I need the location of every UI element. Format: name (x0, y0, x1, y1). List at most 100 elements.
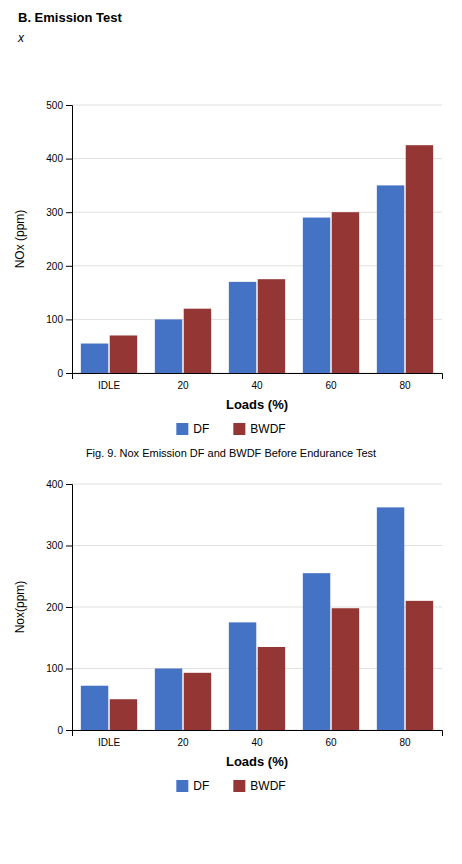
y-tick-mark (66, 484, 72, 485)
y-tick: 300 (46, 207, 72, 218)
y-axis-line (66, 106, 73, 374)
y-tick-mark (66, 266, 72, 267)
y-tick-label: 0 (57, 368, 63, 379)
legend-label: BWDF (250, 422, 285, 436)
legend-swatch (233, 423, 245, 435)
x-axis: IDLE 20 40 60 80 (73, 374, 443, 392)
y-tick-mark (66, 159, 72, 160)
y-axis: 0 100 200 300 400 (46, 479, 72, 736)
y-tick-label: 300 (46, 207, 63, 218)
x-tick-label: 80 (399, 380, 411, 391)
y-tick-label: 200 (46, 602, 63, 613)
legend: DF BWDF (176, 779, 285, 793)
x-tick: 60 (325, 737, 337, 748)
bar (229, 622, 256, 730)
y-tick-mark (66, 730, 72, 731)
y-tick-label: 200 (46, 261, 63, 272)
x-tick-label: 20 (177, 380, 189, 391)
bar (110, 699, 137, 730)
y-axis-title: Nox(ppm) (13, 581, 27, 634)
plot: 0 100 200 300 400 IDLE 20 40 60 80 Nox(ppm) Loads (… (13, 479, 443, 769)
x-tick: 80 (399, 380, 411, 391)
y-tick-label: 100 (46, 663, 63, 674)
subtitle: x (17, 31, 25, 45)
y-tick: 400 (46, 479, 72, 490)
x-tick-label: 80 (399, 737, 411, 748)
bar (258, 279, 285, 373)
bar (155, 319, 182, 373)
bars (81, 507, 433, 730)
x-tick-label: 60 (325, 737, 337, 748)
x-tick-label: IDLE (98, 380, 121, 391)
y-tick: 200 (46, 261, 72, 272)
bar (110, 335, 137, 373)
caption: Fig. 9. Nox Emission DF and BWDF Before … (86, 447, 376, 459)
bar (258, 647, 285, 730)
y-tick: 100 (46, 314, 72, 325)
y-tick: 500 (46, 100, 72, 111)
legend-item: BWDF (233, 779, 285, 793)
legend-item: DF (176, 422, 209, 436)
bar (332, 212, 359, 373)
x-tick: IDLE (98, 380, 121, 391)
legend: DF BWDF (176, 422, 285, 436)
legend-swatch (176, 780, 188, 792)
x-axis: IDLE 20 40 60 80 (73, 731, 443, 749)
y-tick: 0 (57, 368, 72, 379)
y-tick-label: 400 (46, 479, 63, 490)
x-axis-title: Loads (%) (226, 397, 288, 412)
grid-line (72, 105, 442, 106)
y-tick-label: 300 (46, 540, 63, 551)
y-axis: 0 100 200 300 400 500 (46, 100, 72, 379)
x-tick: 80 (399, 737, 411, 748)
y-tick-mark (66, 212, 72, 213)
x-tick-label: 20 (177, 737, 189, 748)
bar (81, 686, 108, 730)
y-axis-line (66, 485, 73, 731)
legend-label: DF (193, 422, 209, 436)
x-tick-label: 40 (251, 737, 263, 748)
bar (184, 673, 211, 730)
x-axis-line (73, 731, 443, 737)
y-axis-title: NOx (ppm) (13, 210, 27, 269)
x-tick: 60 (325, 380, 337, 391)
y-tick-mark (66, 607, 72, 608)
x-tick: 20 (177, 380, 189, 391)
bar (406, 145, 433, 373)
x-tick: 40 (251, 737, 263, 748)
legend-item: DF (176, 779, 209, 793)
legend-label: BWDF (250, 779, 285, 793)
bar (303, 573, 330, 730)
bar (377, 185, 404, 373)
y-tick: 300 (46, 540, 72, 551)
y-tick-label: 400 (46, 153, 63, 164)
y-tick-mark (66, 373, 72, 374)
grid (72, 484, 442, 730)
y-tick: 200 (46, 602, 72, 613)
legend-item: BWDF (233, 422, 285, 436)
legend-label: DF (193, 779, 209, 793)
bar (377, 507, 404, 730)
x-tick-label: 40 (251, 380, 263, 391)
y-tick-label: 500 (46, 100, 63, 111)
x-tick: IDLE (98, 737, 121, 748)
bar (81, 344, 108, 373)
y-tick-label: 0 (57, 725, 63, 736)
x-axis-title: Loads (%) (226, 754, 288, 769)
grid (72, 105, 442, 373)
y-tick-mark (66, 319, 72, 320)
chart-canvas: B. Emission Testx0100200300400500IDLE204… (0, 0, 462, 864)
bar (332, 608, 359, 730)
y-tick-label: 100 (46, 314, 63, 325)
bar (229, 282, 256, 373)
bar (406, 601, 433, 730)
grid-line (72, 484, 442, 485)
y-tick: 100 (46, 663, 72, 674)
grid-line (72, 158, 442, 159)
x-tick: 40 (251, 380, 263, 391)
plot: 0 100 200 300 400 500 IDLE 20 40 60 80 NOx (ppm) Loa… (13, 100, 443, 412)
x-tick-label: IDLE (98, 737, 121, 748)
legend-swatch (176, 423, 188, 435)
x-axis-line (73, 374, 443, 380)
bar (184, 309, 211, 373)
